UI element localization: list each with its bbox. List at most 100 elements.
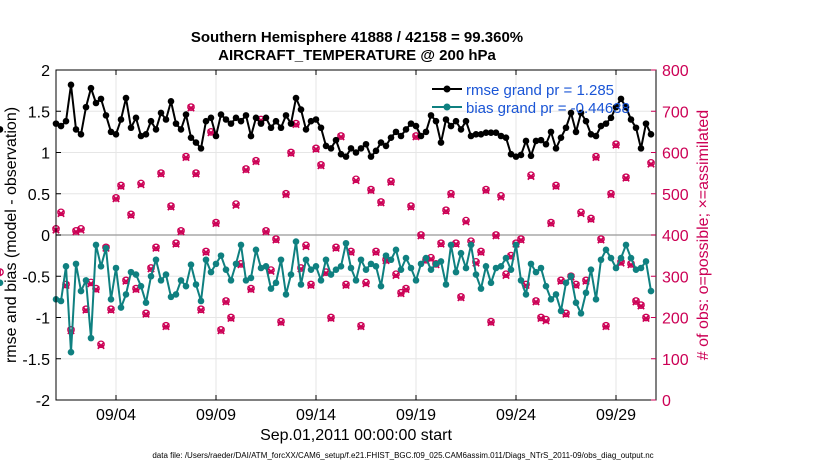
legend-rmse-label: rmse grand pr = 1.285: [466, 82, 614, 99]
rmse-point-58: [342, 153, 350, 160]
bias-point-25: [177, 277, 185, 284]
rmse-point-12: [112, 131, 120, 138]
rmse-point-35: [227, 120, 235, 127]
rmse-point-116: [632, 124, 640, 132]
rmse-point-96: [532, 137, 540, 145]
obs-possible-point-15: [127, 210, 135, 219]
rmse-point-60: [352, 149, 360, 156]
rmse-point-81: [457, 126, 465, 133]
y-right-tick-label-4: 400: [662, 228, 689, 245]
bias-point-95: [527, 260, 535, 268]
y-left-tick-label-5: 0.5: [28, 187, 50, 204]
bias-point-10: [102, 244, 110, 252]
obs-possible-point-120: [0, 268, 4, 276]
rmse-point-56: [332, 136, 340, 144]
rmse-point-114: [622, 103, 630, 111]
bias-point-69: [397, 266, 405, 273]
bias-point-1: [57, 297, 65, 305]
obs-assimilated-point-50: [302, 242, 310, 251]
x-tick-label-5: 09/29: [596, 407, 636, 424]
bias-point-67: [387, 256, 395, 264]
obs-assimilated-point-81: [457, 293, 465, 302]
obs-assimilated-point-112: [612, 141, 620, 149]
rmse-point-26: [182, 111, 190, 118]
bias-point-90: [502, 254, 510, 262]
obs-possible-point-26: [182, 152, 190, 161]
rmse-point-57: [337, 150, 345, 158]
obs-assimilated-point-73: [417, 232, 425, 240]
obs-possible-point-86: [482, 185, 490, 194]
obs-assimilated-point-55: [327, 314, 335, 323]
obs-possible-point-116: [632, 297, 640, 305]
bias-point-56: [332, 266, 340, 273]
bias-point-37: [237, 241, 245, 249]
rmse-point-65: [377, 139, 385, 146]
bias-point-115: [627, 254, 635, 262]
rmse-point-11: [107, 128, 115, 136]
bias-point-82: [462, 264, 470, 272]
obs-assimilated-point-30: [202, 248, 210, 257]
bias-point-8: [92, 241, 100, 249]
rmse-point-20: [152, 126, 160, 133]
rmse-point-10: [102, 112, 110, 119]
rmse-point-42: [262, 114, 270, 122]
obs-possible-point-47: [287, 148, 295, 157]
y-right-tick-label-3: 300: [662, 269, 689, 286]
bias-point-118: [642, 258, 650, 265]
bias-point-104: [572, 299, 580, 306]
y-left-tick-label-0: -2: [36, 393, 50, 410]
bias-point-39: [247, 274, 255, 282]
bias-point-84: [472, 271, 480, 278]
obs-possible-point-70: [402, 284, 410, 293]
rmse-point-63: [367, 153, 375, 160]
rmse-point-73: [417, 132, 425, 140]
rmse-point-7: [87, 84, 95, 92]
obs-assimilated-point-58: [342, 281, 350, 290]
bias-point-54: [322, 256, 330, 264]
rmse-point-89: [497, 132, 505, 140]
obs-assimilated-point-23: [167, 203, 175, 211]
bias-point-28: [192, 281, 200, 288]
obs-possible-point-82: [462, 216, 470, 225]
bias-point-16: [132, 271, 140, 278]
obs-possible-point-84: [472, 257, 480, 266]
legend-bias-label: bias grand pr = -0.44638: [466, 100, 630, 117]
rmse-point-52: [312, 116, 320, 123]
rmse-point-85: [477, 131, 485, 138]
bias-point-58: [342, 239, 350, 247]
obs-assimilated-point-111: [607, 190, 615, 199]
obs-possible-point-24: [172, 239, 180, 248]
bias-point-77: [437, 258, 445, 265]
rmse-point-13: [117, 116, 125, 123]
obs-assimilated-point-40: [252, 157, 260, 166]
bias-point-55: [327, 271, 335, 278]
bias-point-60: [352, 277, 360, 284]
obs-possible-point-63: [367, 185, 375, 194]
obs-possible-point-32: [212, 218, 220, 227]
obs-assimilated-point-35: [227, 314, 235, 323]
rmse-point-98: [542, 140, 550, 148]
bias-point-113: [617, 254, 625, 262]
rmse-point-51: [307, 117, 315, 125]
y-left-tick-label-4: 0: [41, 228, 50, 245]
bias-point-24: [172, 291, 180, 298]
rmse-point-55: [327, 145, 335, 152]
rmse-point-22: [162, 116, 170, 123]
obs-assimilated-point-33: [217, 326, 225, 335]
obs-assimilated-point-95: [527, 172, 535, 181]
obs-assimilated-point-107: [587, 215, 595, 224]
bias-point-73: [417, 260, 425, 268]
bias-point-110: [602, 246, 610, 254]
rmse-point-91: [507, 150, 515, 158]
obs-assimilated-point-60: [352, 176, 360, 185]
obs-possible-point-119: [647, 158, 655, 167]
rmse-point-44: [272, 117, 280, 125]
bias-point-99: [547, 296, 555, 303]
obs-assimilated-point-46: [282, 190, 290, 199]
footnote: data file: /Users/raeder/DAI/ATM_forcXX/…: [152, 451, 653, 460]
bias-point-51: [307, 266, 315, 273]
rmse-point-118: [642, 120, 650, 127]
obs-assimilated-point-36: [232, 201, 240, 210]
bias-point-101: [557, 307, 565, 315]
obs-assimilated-point-17: [137, 180, 145, 189]
